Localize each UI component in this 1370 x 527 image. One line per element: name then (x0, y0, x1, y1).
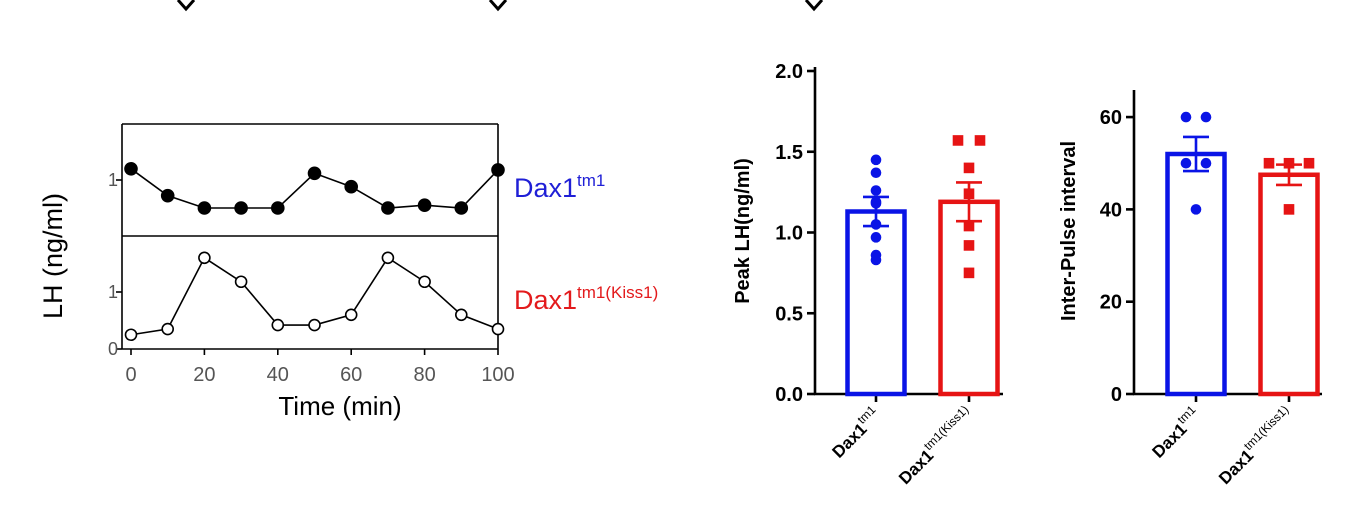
line-y-tick-label: 0 (108, 339, 118, 359)
data-point (344, 308, 358, 322)
line-chart-ylabel: LH (ng/ml) (38, 193, 68, 319)
data-point (197, 201, 212, 215)
bar1-ylabel: Peak LH(ng/ml) (732, 158, 754, 304)
x-label-sup: tm1(Kiss1) (921, 403, 971, 453)
line-y-tick-label: 1 (108, 170, 118, 190)
lh-time-course-chart: LH (ng/ml) 0 20 40 60 80 100 101 Time (min) D… (38, 123, 658, 421)
data-point (963, 267, 975, 279)
legend-sup: tm1(Kiss1) (577, 283, 658, 302)
inter-pulse-bar-chart: Inter-Pulse interval 0 20 40 60 Dax1tm1Dax1… (1058, 90, 1322, 488)
y-tick-label: 1.5 (775, 142, 803, 164)
data-point (952, 135, 964, 146)
bar1-axes: 0.0 0.5 1.0 1.5 2.0 (775, 61, 1003, 406)
x-category-label: Dax1tm1 (1146, 402, 1205, 461)
data-point (963, 188, 975, 200)
top-arrow-marks (176, 0, 824, 12)
y-tick-label: 1.0 (775, 223, 803, 245)
data-point (963, 162, 975, 174)
x-category-label: Dax1tm1(Kiss1) (892, 403, 978, 489)
y-tick-label: 2.0 (775, 61, 803, 83)
data-point (870, 185, 882, 196)
y-tick-label: 60 (1100, 107, 1122, 129)
line-x-tick-label: 40 (267, 364, 289, 386)
line-chart-frame (121, 123, 499, 350)
x-label-sup: tm1(Kiss1) (1241, 403, 1291, 453)
data-point (974, 135, 986, 146)
line-chart-panels: 101 (108, 162, 505, 359)
data-point (491, 322, 505, 336)
data-point (870, 254, 882, 266)
data-point (454, 201, 469, 215)
data-point (161, 322, 174, 336)
line-x-tick-label: 0 (125, 364, 136, 386)
line-chart-xlabel: Time (min) (278, 391, 401, 421)
data-point (160, 188, 175, 203)
y-tick-label: 20 (1100, 292, 1122, 314)
data-point (1263, 157, 1275, 169)
data-point (308, 318, 321, 332)
data-point (271, 318, 285, 332)
data-point (870, 167, 882, 179)
data-point (307, 166, 322, 181)
y-tick-label: 0 (1111, 384, 1122, 406)
data-point (1180, 111, 1192, 123)
legend-base: Dax1 (514, 173, 577, 203)
data-point (1200, 111, 1212, 123)
line-panel-tm1(Kiss1): 01 (108, 251, 505, 359)
x-category-label: Dax1tm1(Kiss1) (1212, 403, 1298, 489)
data-point (870, 232, 882, 243)
line-y-tick-label: 1 (108, 282, 118, 302)
data-point (270, 201, 285, 215)
data-point (1180, 157, 1192, 169)
data-point (963, 240, 975, 251)
y-tick-label: 40 (1100, 199, 1122, 221)
x-category-label: Dax1tm1 (826, 402, 885, 461)
line-chart-x-ticks: 0 20 40 60 80 100 (125, 349, 515, 386)
bar2-ylabel: Inter-Pulse interval (1058, 141, 1080, 321)
line-x-tick-label: 20 (193, 364, 215, 386)
data-point (870, 154, 882, 166)
line-panel-tm1: 1 (108, 162, 505, 215)
legend-base: Dax1 (514, 285, 577, 315)
legend-label-dax1-tm1-kiss1: Dax1tm1(Kiss1) (514, 283, 658, 315)
data-point (417, 198, 432, 212)
data-point (124, 162, 138, 176)
data-point (870, 198, 882, 209)
bar2-marks (1165, 111, 1320, 397)
data-point (234, 201, 248, 215)
data-point (491, 163, 505, 177)
legend-label-dax1-tm1: Dax1tm1 (514, 171, 605, 203)
data-point (418, 275, 431, 289)
data-point (1303, 157, 1315, 169)
data-point (381, 251, 395, 265)
y-tick-label: 0.0 (775, 384, 803, 406)
data-point (1200, 157, 1212, 169)
line-x-tick-label: 60 (340, 364, 362, 386)
peak-lh-bar-chart: Peak LH(ng/ml) 0.0 0.5 1.0 1.5 2.0 Dax1tm1Da… (732, 61, 1003, 488)
line-x-tick-label: 100 (481, 364, 514, 386)
data-point (344, 179, 359, 194)
data-point (234, 275, 248, 289)
y-tick-label: 0.5 (775, 303, 803, 325)
data-point (198, 251, 211, 265)
bar2-axes: 0 20 40 60 (1100, 90, 1322, 406)
bar1-marks (845, 135, 1000, 397)
data-point (454, 308, 468, 322)
data-point (1283, 157, 1295, 169)
legend-sup: tm1 (577, 171, 605, 190)
data-point (870, 219, 882, 230)
data-point (124, 328, 138, 342)
bar (1165, 151, 1227, 397)
data-point (381, 201, 395, 215)
data-point (963, 220, 975, 232)
data-point (1283, 204, 1295, 215)
data-point (1190, 204, 1202, 215)
line-x-tick-label: 80 (413, 364, 435, 386)
